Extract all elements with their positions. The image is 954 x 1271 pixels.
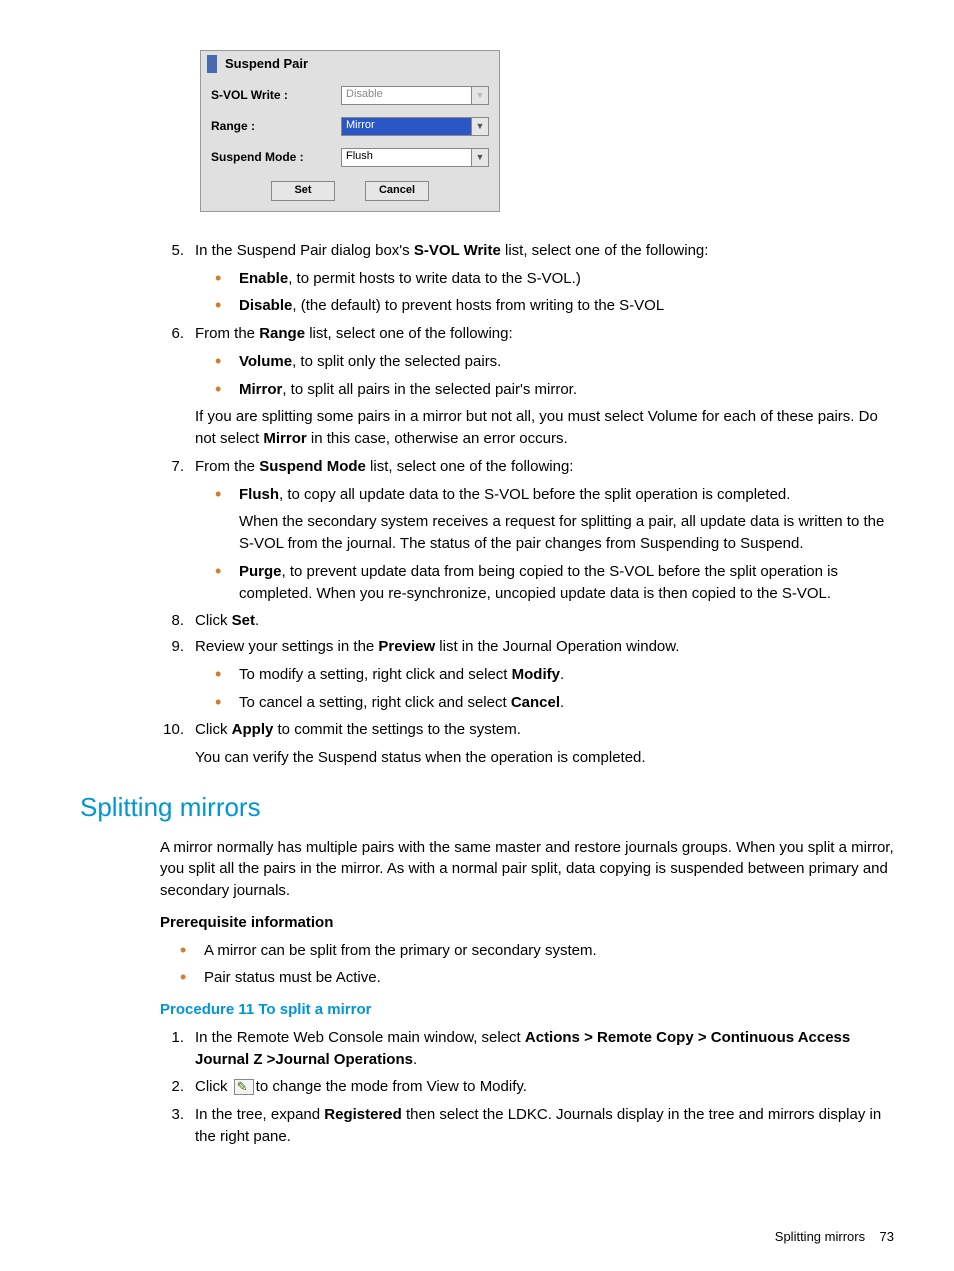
step-10: 10. Click Apply to commit the settings t… xyxy=(150,719,894,741)
chevron-down-icon: ▼ xyxy=(471,118,488,135)
range-label: Range : xyxy=(211,118,341,135)
step-num: 10. xyxy=(150,719,184,741)
step-num: 8. xyxy=(150,610,184,632)
after-list-note: You can verify the Suspend status when t… xyxy=(195,747,894,769)
dialog-title: Suspend Pair xyxy=(225,55,308,74)
step-text: Click to change the mode from View to Mo… xyxy=(195,1078,527,1095)
step-text: Review your settings in the Preview list… xyxy=(195,638,679,655)
svol-write-label: S-VOL Write : xyxy=(211,87,341,104)
list-item: Enable, to permit hosts to write data to… xyxy=(215,268,894,290)
list-item: Flush, to copy all update data to the S-… xyxy=(215,484,894,555)
svol-write-row: S-VOL Write : Disable ▼ xyxy=(201,80,499,111)
proc-step-3: 3. In the tree, expand Registered then s… xyxy=(160,1104,894,1148)
section-heading: Splitting mirrors xyxy=(80,789,894,827)
step-num: 1. xyxy=(160,1027,184,1049)
range-value: Mirror xyxy=(346,118,375,134)
list-item: To modify a setting, right click and sel… xyxy=(215,664,894,686)
svol-write-select[interactable]: Disable ▼ xyxy=(341,86,489,105)
range-row: Range : Mirror ▼ xyxy=(201,111,499,142)
suspend-pair-dialog: Suspend Pair S-VOL Write : Disable ▼ Ran… xyxy=(200,50,500,212)
procedure-steps: 5. In the Suspend Pair dialog box's S-VO… xyxy=(150,240,894,741)
step-num: 3. xyxy=(160,1104,184,1126)
prereq-list: A mirror can be split from the primary o… xyxy=(180,940,894,990)
dialog-title-icon xyxy=(207,55,217,73)
step-num: 7. xyxy=(150,456,184,478)
prereq-heading: Prerequisite information xyxy=(160,912,894,934)
section-intro: A mirror normally has multiple pairs wit… xyxy=(160,837,894,902)
cancel-button[interactable]: Cancel xyxy=(365,181,429,201)
list-item: Volume, to split only the selected pairs… xyxy=(215,351,894,373)
step-num: 9. xyxy=(150,636,184,658)
modify-mode-icon xyxy=(234,1079,254,1095)
list-item: Purge, to prevent update data from being… xyxy=(215,561,894,605)
suspend-mode-value: Flush xyxy=(346,149,373,165)
list-item: Mirror, to split all pairs in the select… xyxy=(215,379,894,401)
list-item: Pair status must be Active. xyxy=(180,967,894,989)
step-text: In the tree, expand Registered then sele… xyxy=(195,1106,881,1145)
step-text: From the Suspend Mode list, select one o… xyxy=(195,458,573,475)
list-item: A mirror can be split from the primary o… xyxy=(180,940,894,962)
step-num: 5. xyxy=(150,240,184,262)
dialog-title-row: Suspend Pair xyxy=(201,51,499,80)
procedure-heading: Procedure 11 To split a mirror xyxy=(160,999,894,1021)
proc-step-2: 2. Click to change the mode from View to… xyxy=(160,1076,894,1098)
footer-text: Splitting mirrors xyxy=(775,1229,865,1244)
step-text: In the Suspend Pair dialog box's S-VOL W… xyxy=(195,242,708,259)
list-item: To cancel a setting, right click and sel… xyxy=(215,692,894,714)
bullet-extra: When the secondary system receives a req… xyxy=(239,511,894,555)
step-num: 2. xyxy=(160,1076,184,1098)
step-text: Click Apply to commit the settings to th… xyxy=(195,721,521,738)
step-8: 8. Click Set. xyxy=(150,610,894,632)
procedure-list: 1. In the Remote Web Console main window… xyxy=(160,1027,894,1148)
suspend-mode-label: Suspend Mode : xyxy=(211,149,341,166)
step-note: If you are splitting some pairs in a mir… xyxy=(195,406,894,450)
step-6: 6. From the Range list, select one of th… xyxy=(150,323,894,450)
proc-step-1: 1. In the Remote Web Console main window… xyxy=(160,1027,894,1071)
step-9: 9. Review your settings in the Preview l… xyxy=(150,636,894,713)
set-button[interactable]: Set xyxy=(271,181,335,201)
page-footer: Splitting mirrors 73 xyxy=(775,1228,894,1247)
step-text: Click Set. xyxy=(195,612,259,629)
step-7: 7. From the Suspend Mode list, select on… xyxy=(150,456,894,605)
range-select[interactable]: Mirror ▼ xyxy=(341,117,489,136)
suspend-mode-select[interactable]: Flush ▼ xyxy=(341,148,489,167)
chevron-down-icon: ▼ xyxy=(471,87,488,104)
chevron-down-icon: ▼ xyxy=(471,149,488,166)
list-item: Disable, (the default) to prevent hosts … xyxy=(215,295,894,317)
footer-page: 73 xyxy=(880,1229,894,1244)
step-5: 5. In the Suspend Pair dialog box's S-VO… xyxy=(150,240,894,317)
step-text: From the Range list, select one of the f… xyxy=(195,325,513,342)
svol-write-value: Disable xyxy=(346,87,383,103)
step-text: In the Remote Web Console main window, s… xyxy=(195,1029,850,1068)
suspend-mode-row: Suspend Mode : Flush ▼ xyxy=(201,142,499,173)
step-num: 6. xyxy=(150,323,184,345)
